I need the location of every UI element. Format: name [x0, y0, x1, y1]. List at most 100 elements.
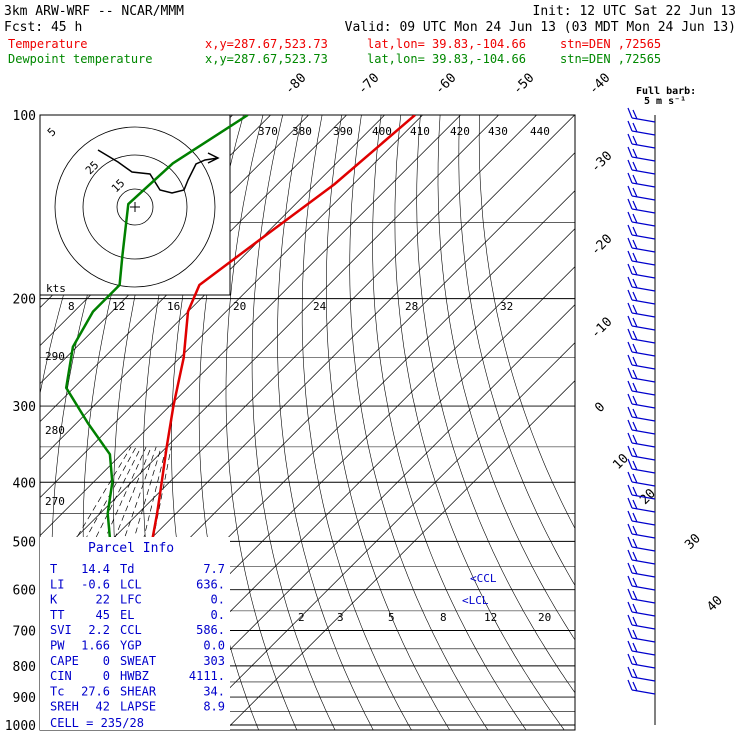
parcel-info-value: 0.	[211, 593, 225, 607]
wind-barb-flag	[632, 330, 638, 341]
mixing-ratio-label: 8	[440, 611, 447, 624]
lcl-label: <LCL	[462, 594, 489, 607]
wind-barb-flag	[632, 265, 638, 276]
parcel-info-value: -0.6	[81, 577, 110, 591]
wind-barb-flag	[632, 577, 638, 588]
mixing-ratio-label: 24	[313, 300, 327, 313]
wind-barb-shaft	[631, 273, 656, 279]
pressure-label: 400	[13, 476, 36, 491]
wind-barb-shaft	[631, 611, 656, 617]
parcel-info-value: 42	[96, 700, 110, 714]
wind-barb-flag	[627, 328, 633, 340]
wind-barb-shaft	[631, 299, 656, 305]
theta-label: 430	[488, 125, 508, 138]
wind-barb	[627, 393, 656, 409]
parcel-info-key: SWEAT	[120, 654, 156, 668]
wind-barb-flag	[632, 135, 638, 146]
wind-barb-shaft	[631, 689, 656, 695]
isotherm-line	[40, 115, 423, 499]
wind-barb-flag	[632, 603, 638, 614]
theta-label: 290	[45, 350, 65, 363]
pressure-label: 700	[13, 625, 36, 640]
dry-adiabat-line	[277, 115, 374, 730]
moist-adiabat-line	[40, 446, 137, 623]
wind-barb	[627, 289, 656, 305]
wind-barb-flag	[627, 341, 633, 353]
wind-barb	[627, 211, 656, 227]
mixing-ratio-label: 12	[484, 611, 497, 624]
mixing-ratio-label: 20	[538, 611, 551, 624]
wind-barb	[627, 276, 656, 292]
parcel-info-key: YGP	[120, 639, 142, 653]
isotherm-line	[40, 115, 385, 461]
parcel-info-key: K	[50, 593, 58, 607]
pressure-label: 900	[13, 691, 36, 706]
parcel-info-value: 7.7	[203, 562, 225, 576]
wind-barb-shaft	[631, 312, 656, 318]
wind-barb	[627, 185, 656, 201]
wind-barb	[627, 107, 656, 123]
wind-barb-flag	[632, 629, 638, 640]
wind-barb-shaft	[631, 156, 656, 162]
wind-barb	[627, 237, 656, 253]
wind-barb-flag	[627, 497, 633, 509]
dry-adiabat-line	[40, 115, 126, 396]
wind-barb-shaft	[631, 624, 656, 630]
wind-barb-shaft	[631, 429, 656, 435]
isotherm-label: -60	[432, 71, 459, 98]
theta-label: 280	[45, 424, 65, 437]
dry-adiabat-line	[437, 115, 575, 641]
wind-barb-flag	[627, 237, 633, 249]
wind-barb-flag	[632, 304, 638, 315]
wind-barb-flag	[627, 510, 633, 522]
wind-barb	[627, 432, 656, 448]
parcel-info-key: CAPE	[50, 654, 79, 668]
wind-barb-flag	[627, 549, 633, 561]
wind-barb-flag	[627, 601, 633, 613]
isotherm-label: -20	[588, 232, 615, 259]
wind-barb-flag	[632, 343, 638, 354]
parcel-info-value: 27.6	[81, 684, 110, 698]
pressure-label: 600	[13, 584, 36, 599]
wind-barb	[627, 172, 656, 188]
parcel-info-value: 14.4	[81, 562, 110, 576]
init-time: Init: 12 UTC Sat 22 Jun 13	[533, 4, 737, 19]
wind-barb-flag	[632, 278, 638, 289]
legend-dew-xy: x,y=287.67,523.73	[205, 52, 328, 66]
wind-barb	[627, 328, 656, 344]
wind-barb-flag	[632, 395, 638, 406]
mixing-ratio-label: 3	[337, 611, 344, 624]
isotherm-label: 0	[592, 400, 608, 416]
wind-barb-flag	[632, 213, 638, 224]
parcel-info-cell: CELL = 235/28	[50, 716, 144, 730]
isotherm-label: -40	[586, 71, 613, 98]
wind-barb-flag	[632, 148, 638, 159]
mixing-ratio-label: 32	[500, 300, 513, 313]
legend-temp-latlon: lat,lon= 39.83,-104.66	[367, 37, 526, 51]
wind-barb-flag	[627, 627, 633, 639]
dry-adiabat-line	[325, 115, 451, 730]
dry-adiabat-line	[372, 115, 527, 730]
legend-temp-station: stn=DEN ,72565	[560, 37, 661, 51]
pressure-label: 300	[13, 400, 36, 415]
pressure-label: 800	[13, 660, 36, 675]
parcel-info-key: Tc	[50, 684, 64, 698]
wind-barb-shaft	[631, 195, 656, 201]
pressure-label: 200	[13, 293, 36, 308]
theta-label: 380	[292, 125, 312, 138]
wind-barb-flag	[632, 369, 638, 380]
wind-barb	[627, 627, 656, 643]
wind-barb-shaft	[631, 468, 656, 474]
parcel-info-key: LCL	[120, 577, 142, 591]
wind-barb-flag	[632, 408, 638, 419]
wind-barb-shaft	[631, 130, 656, 136]
parcel-info-title: Parcel Info	[88, 541, 174, 556]
wind-barb-flag	[627, 380, 633, 392]
forecast-hour: Fcst: 45 h	[4, 20, 82, 35]
wind-barb-flag	[632, 525, 638, 536]
wind-barb-shaft	[631, 533, 656, 539]
wind-barb	[627, 133, 656, 149]
wind-barb	[627, 458, 656, 474]
parcel-info-value: 0	[103, 654, 110, 668]
moist-adiabat-line	[40, 446, 142, 651]
